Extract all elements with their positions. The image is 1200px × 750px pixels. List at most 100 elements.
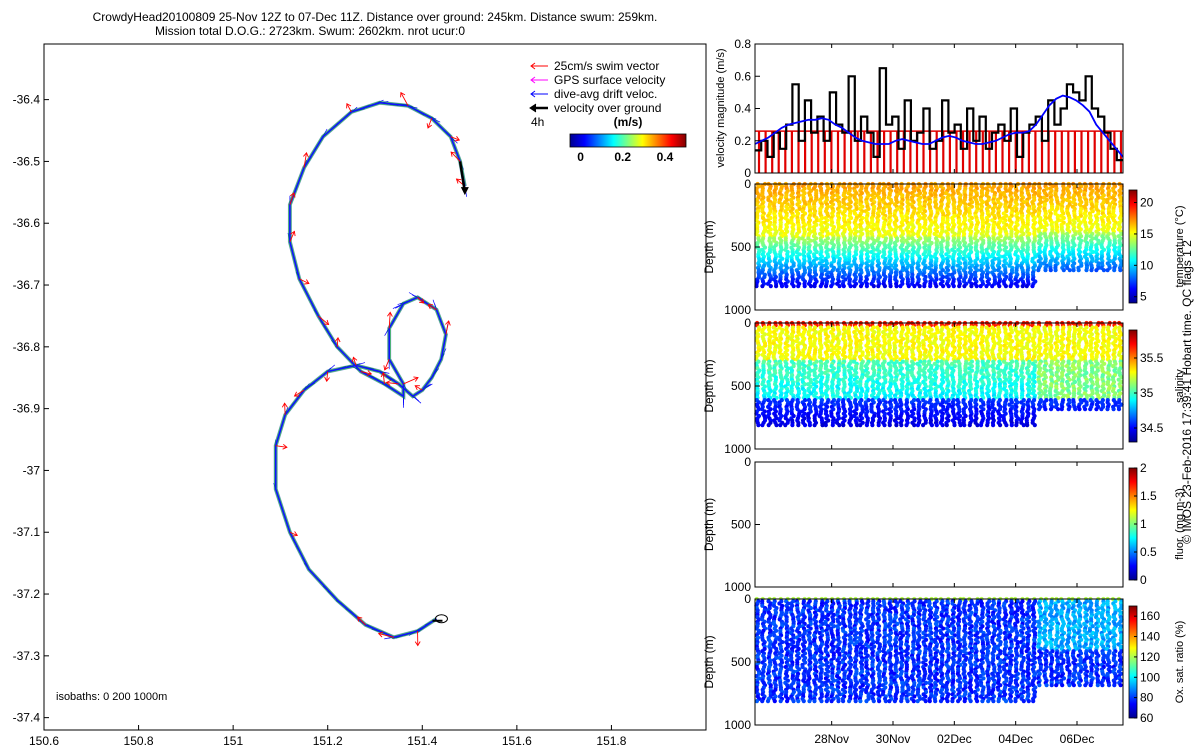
salinity-point bbox=[876, 423, 881, 428]
temperature-point bbox=[934, 284, 939, 289]
swim-vector bbox=[450, 151, 461, 162]
temperature-point bbox=[876, 284, 881, 289]
title-line-1: CrowdyHead20100809 25-Nov 12Z to 07-Dec … bbox=[93, 10, 658, 24]
salinity-point bbox=[778, 423, 783, 428]
map-colorbar-tick-label: 0.2 bbox=[614, 150, 631, 164]
temperature-point bbox=[796, 284, 801, 289]
temperature-point bbox=[802, 284, 807, 289]
salinity-point bbox=[899, 423, 904, 428]
temperature-point bbox=[969, 284, 974, 289]
temperature-point bbox=[837, 284, 842, 289]
swim-vector-head bbox=[366, 370, 373, 376]
temperature-point bbox=[852, 284, 857, 289]
map-xtick-label: 151.4 bbox=[407, 734, 437, 748]
temperature-point bbox=[779, 284, 785, 289]
swim-vector-head bbox=[290, 192, 296, 198]
temperature-point bbox=[957, 284, 962, 289]
salinity-point bbox=[841, 423, 846, 428]
temperature-point bbox=[1084, 268, 1089, 273]
velocity-ticks: 00.20.40.60.8 bbox=[734, 37, 760, 180]
legend-ground-arrowhead-icon bbox=[529, 103, 537, 113]
temperature-point bbox=[871, 284, 876, 289]
legend-gps-label: GPS surface velocity bbox=[554, 73, 665, 87]
velocity-ytick-label: 0.8 bbox=[734, 37, 751, 51]
salinity-point bbox=[812, 423, 817, 428]
temperature-point bbox=[1043, 268, 1048, 273]
salinity-point bbox=[882, 423, 887, 428]
map-panel: 150.6 150.8 151 151.2 151.4 151.6 151.8-36.4-3… bbox=[13, 43, 707, 748]
temperature-point bbox=[797, 265, 802, 270]
swim-vector-head bbox=[290, 230, 296, 237]
temperature-point bbox=[840, 274, 845, 280]
salinity-point bbox=[837, 423, 842, 428]
temperature-point bbox=[823, 268, 828, 273]
temperature-point bbox=[1048, 268, 1053, 273]
swim-vector-head bbox=[414, 641, 421, 647]
legend-gps-arrowhead-icon bbox=[530, 76, 536, 84]
temperature-point bbox=[1020, 284, 1025, 289]
temperature-point bbox=[841, 284, 846, 289]
swim-vector-head bbox=[413, 376, 419, 382]
temperature-point bbox=[846, 261, 851, 266]
salinity-point bbox=[904, 423, 909, 428]
swim-vector bbox=[414, 385, 423, 391]
temperature-point bbox=[1015, 284, 1020, 289]
temperature-point bbox=[791, 284, 796, 289]
swim-vector bbox=[386, 382, 399, 385]
swim-vector-head bbox=[346, 102, 352, 109]
swim-vector bbox=[317, 315, 329, 325]
temperature-point bbox=[1105, 268, 1110, 273]
velocity-ground-line bbox=[755, 67, 1123, 162]
temperature-point bbox=[1003, 284, 1009, 289]
ground-arrow bbox=[458, 161, 467, 193]
swim-vector-head bbox=[293, 391, 300, 397]
swim-vector-head bbox=[419, 298, 425, 304]
swim-vector bbox=[326, 371, 329, 382]
map-xtick-label: 150.6 bbox=[29, 734, 59, 748]
swim-vector-head bbox=[323, 319, 330, 326]
swim-vector-head bbox=[356, 616, 363, 622]
swim-vector bbox=[427, 304, 437, 311]
swim-vector-head bbox=[426, 123, 432, 129]
swim-vector bbox=[400, 92, 409, 107]
swim-vector-head bbox=[303, 151, 309, 158]
temperature-point bbox=[974, 284, 979, 289]
temperature-point bbox=[1094, 268, 1099, 273]
velocity-ylabel: velocity magnitude (m/s) bbox=[715, 48, 727, 167]
ground-arrowhead bbox=[460, 187, 469, 196]
swim-vector-head bbox=[304, 279, 310, 285]
start-marker bbox=[434, 614, 448, 624]
map-colorbar bbox=[569, 133, 687, 148]
salinity-point bbox=[790, 423, 795, 428]
map-ytick-label: -36.7 bbox=[13, 278, 41, 292]
swim-vector-head bbox=[387, 311, 393, 317]
map-track bbox=[273, 91, 469, 647]
velocity-ytick-label: 0.4 bbox=[734, 102, 751, 116]
temperature-point bbox=[1112, 268, 1117, 273]
temperature-ytick-label: 500 bbox=[731, 240, 751, 254]
salinity-point bbox=[848, 423, 854, 428]
map-ytick-label: -37.2 bbox=[13, 587, 41, 601]
temperature-point bbox=[797, 206, 802, 211]
salinity-point bbox=[952, 423, 957, 428]
temperature-point bbox=[774, 284, 779, 289]
salinity-point bbox=[864, 423, 870, 428]
swim-vector bbox=[427, 118, 433, 129]
temperature-point bbox=[928, 284, 933, 289]
map-ytick-label: -37.4 bbox=[13, 711, 41, 725]
swim-vector-head bbox=[385, 380, 391, 386]
temperature-point bbox=[882, 284, 888, 289]
swim-vector bbox=[360, 371, 372, 375]
legend-swim-arrowhead-icon bbox=[530, 62, 536, 70]
salinity-point bbox=[934, 423, 939, 428]
map-ytick-label: -37.3 bbox=[13, 649, 41, 663]
temperature-colorbar-tick-label: 20 bbox=[1140, 196, 1154, 210]
map-colorbar-label: (m/s) bbox=[614, 115, 643, 129]
temperature-colorbar-tick-label: 15 bbox=[1140, 227, 1154, 241]
salinity-point bbox=[796, 423, 801, 428]
temperature-ytick-label: 0 bbox=[744, 177, 751, 191]
temperature-point bbox=[1089, 268, 1094, 273]
map-colorbar-ticks: 0 0.2 0.4 bbox=[577, 150, 673, 164]
